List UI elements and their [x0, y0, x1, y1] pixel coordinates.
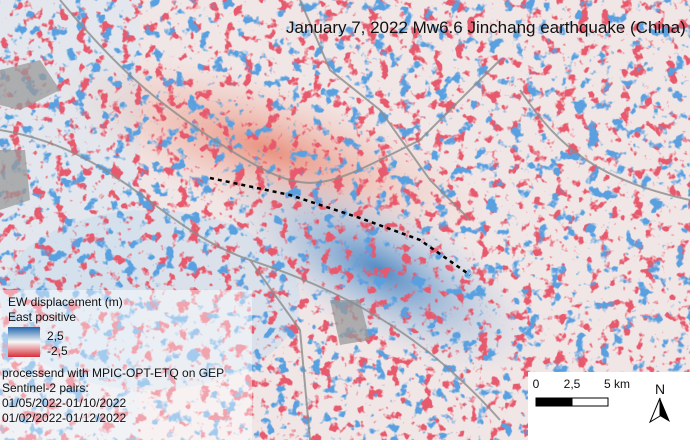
scale-bar: [535, 397, 573, 407]
legend-title: EW displacement (m): [8, 295, 123, 309]
legend-box: [0, 290, 252, 440]
north-arrow: [660, 398, 670, 422]
scale-label: 5 km: [604, 377, 630, 391]
note: 01/05/2022-01/10/2022: [2, 396, 126, 410]
color-bar: [8, 327, 40, 357]
note: processend with MPIC-OPT-ETQ on GEP: [2, 366, 224, 380]
note: Sentinel-2 pairs:: [2, 381, 89, 395]
legend-subtitle: East positive: [8, 310, 76, 324]
scale-label: 2,5: [564, 377, 581, 391]
north-arrow: [648, 397, 661, 424]
masked-area: [0, 60, 370, 345]
north-label: N: [655, 381, 665, 397]
color-bar-max: 2,5: [47, 329, 64, 343]
scale-bar: [571, 397, 609, 407]
map-title: January 7, 2022 Mw6.6 Jinchang earthquak…: [286, 18, 686, 37]
color-bar-min: -2,5: [47, 344, 68, 358]
fault-trace: [209, 176, 471, 277]
scale-label: 0: [533, 377, 540, 391]
note: 01/02/2022-01/12/2022: [2, 411, 126, 425]
